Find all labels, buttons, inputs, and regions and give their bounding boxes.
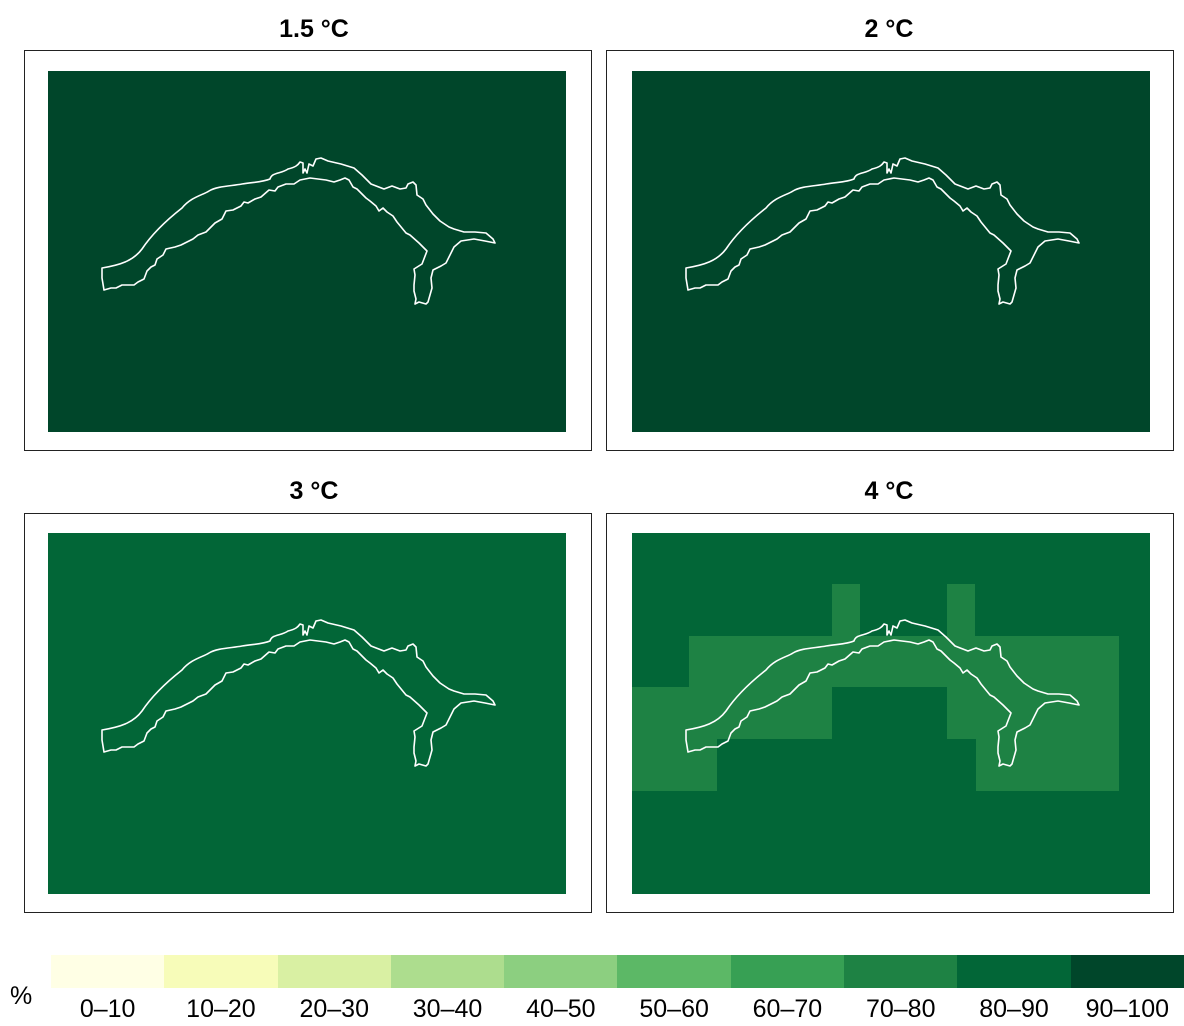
legend-label: 60–70 — [752, 995, 823, 1023]
region-outline — [101, 619, 496, 767]
panel-title-4: 4 °C — [864, 477, 914, 505]
map-background — [48, 533, 566, 894]
map-panel-2 — [632, 71, 1150, 432]
patch-70-80 — [632, 584, 1119, 791]
map-background — [48, 71, 566, 432]
panel-title-3: 3 °C — [289, 477, 339, 505]
region-outline — [685, 619, 1080, 767]
legend-label: 10–20 — [186, 995, 256, 1023]
map-panel-4 — [632, 533, 1150, 894]
legend-swatch-30-40 — [390, 955, 505, 988]
legend-swatch-40-50 — [504, 955, 618, 988]
legend-swatch-60-70 — [730, 955, 845, 988]
legend-colorbar — [51, 955, 1184, 988]
legend-swatch-90-100 — [1070, 955, 1184, 988]
legend-label: 80–90 — [979, 995, 1049, 1023]
panel-title-1: 1.5 °C — [279, 15, 349, 43]
legend-label: 70–80 — [865, 995, 936, 1023]
map-panel-1 — [48, 71, 566, 432]
legend-label: 30–40 — [412, 995, 483, 1023]
legend-swatch-0-10 — [51, 955, 165, 988]
legend-label: 40–50 — [526, 995, 596, 1023]
legend-label: 50–60 — [639, 995, 709, 1023]
legend-label: 20–30 — [299, 995, 369, 1023]
region-outline — [101, 157, 496, 305]
legend-swatch-80-90 — [957, 955, 1071, 988]
legend-label: 0–10 — [79, 995, 136, 1023]
panel-title-2: 2 °C — [864, 15, 914, 43]
legend-label: 90–100 — [1085, 995, 1170, 1023]
region-outline — [685, 157, 1080, 305]
legend-swatch-20-30 — [277, 955, 391, 988]
legend-swatch-70-80 — [844, 955, 958, 988]
map-panel-3 — [48, 533, 566, 894]
legend-swatch-50-60 — [617, 955, 731, 988]
legend-unit-label: % — [10, 982, 33, 1010]
legend-swatch-10-20 — [164, 955, 278, 988]
map-background — [632, 71, 1150, 432]
legend-labels: 0–10 10–20 20–30 30–40 40–50 50–60 60–70… — [51, 995, 1184, 1024]
